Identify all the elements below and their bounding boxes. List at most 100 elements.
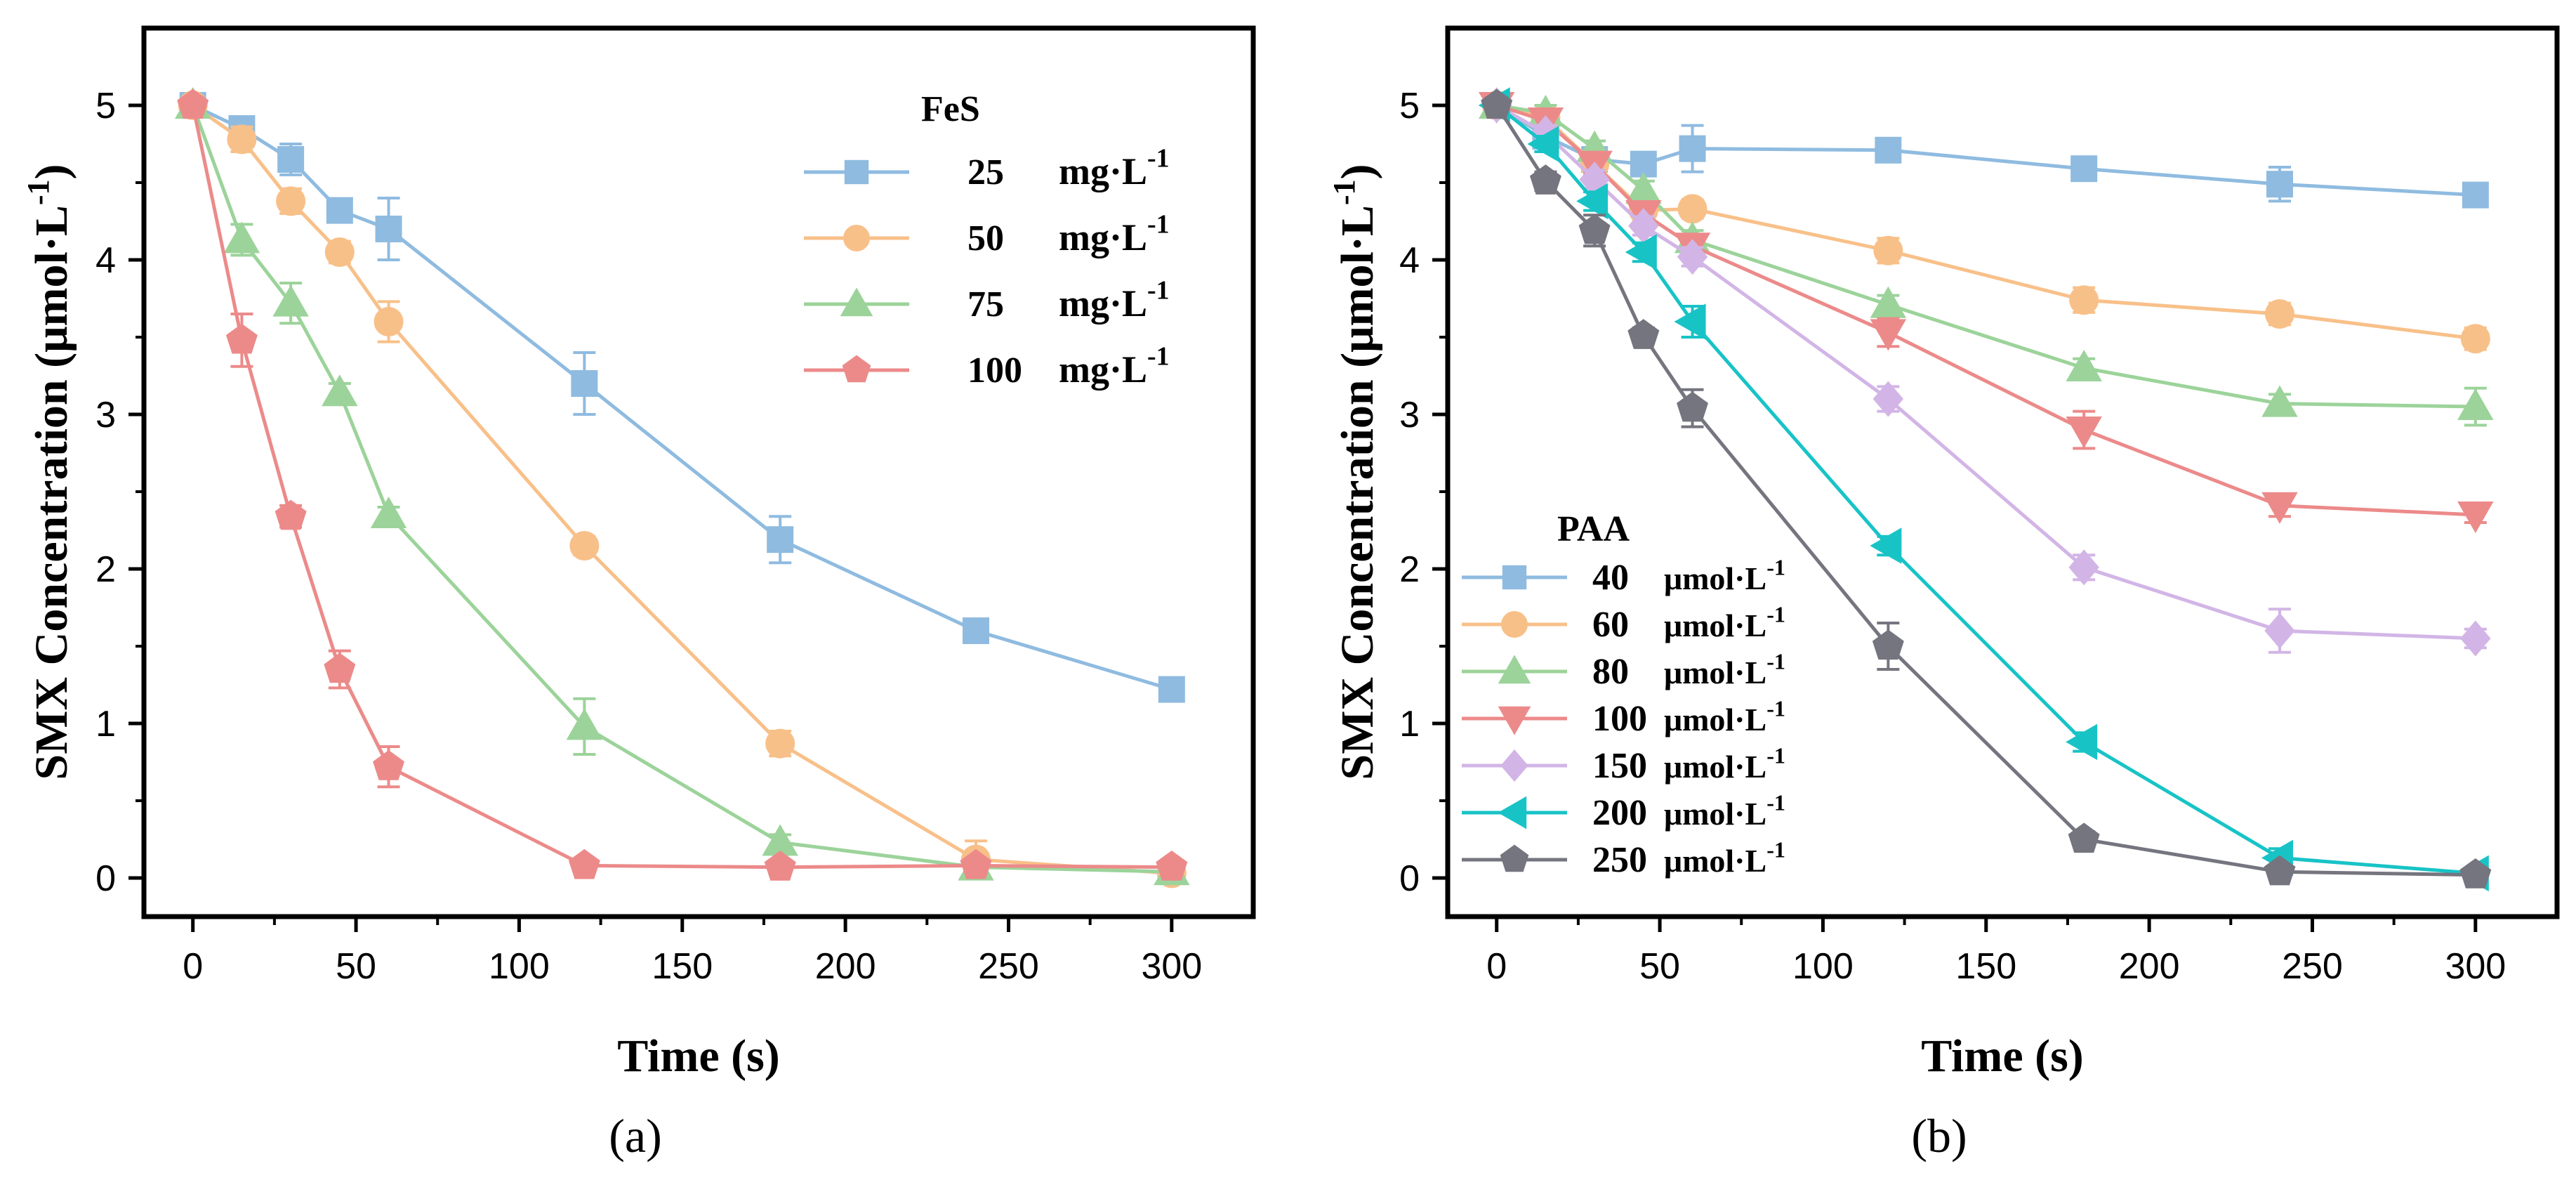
panel-b-data-point <box>2066 417 2102 449</box>
panel-a-legend-marker <box>842 355 871 383</box>
panel-b-legend-unit: μmol·L-1 <box>1664 742 1785 785</box>
panel-a-x-tick-label: 150 <box>652 946 713 987</box>
panel-a-data-point <box>375 216 402 242</box>
panel-a-legend-unit: mg·L-1 <box>1059 144 1170 192</box>
panel-b-data-point <box>1679 135 1706 162</box>
panel-a-legend-item: 50 mg·L-1 <box>804 210 1170 258</box>
panel-a-legend-item: 75 mg·L-1 <box>804 276 1170 324</box>
panel-a-data-point <box>272 284 309 317</box>
panel-b-caption: (b) <box>1911 1109 1967 1162</box>
panel-b-data-point <box>1677 391 1709 422</box>
panel-b-series-6 <box>1481 88 2492 889</box>
panel-b-legend-marker <box>1498 706 1531 735</box>
panel-b-data-point <box>2266 171 2293 198</box>
panel-b-legend-item: 80 μmol·L-1 <box>1462 648 1785 692</box>
panel-a-data-point <box>322 374 358 407</box>
panel-a-data-point <box>324 237 355 267</box>
panel-a-x-tick-label: 250 <box>978 946 1039 987</box>
panel-b-data-point <box>1674 303 1706 340</box>
panel-b-axes: 0 50 100 150 200 250 300 0 1 2 3 4 5 <box>1399 86 2506 987</box>
panel-b-data-point <box>2068 822 2100 853</box>
panel-a-data-point <box>566 708 603 740</box>
panel-b-data-point <box>2460 324 2490 354</box>
panel-a-legend-unit: mg·L-1 <box>1059 276 1170 324</box>
panel-b-data-point <box>1625 234 1657 270</box>
panel-b-y-tick-label: 0 <box>1399 858 1420 899</box>
panel-a-data-point <box>569 531 600 560</box>
panel-b-data-point <box>1576 183 1609 220</box>
panel-a-x-tick-label: 300 <box>1141 946 1202 987</box>
panel-a-data-point <box>277 146 305 173</box>
panel-b-data-point <box>2066 349 2102 381</box>
panel-b-legend-marker <box>1501 611 1528 638</box>
panel-a-legend-value: 75 <box>967 284 1004 324</box>
panel-b-data-point <box>1578 214 1611 244</box>
panel-b-legend-marker <box>1500 844 1529 872</box>
panel-b-data-point <box>1873 235 1903 266</box>
panel-b-data-point <box>2066 723 2098 761</box>
panel-a-data-point <box>960 848 992 879</box>
panel-a-data-point <box>764 850 796 881</box>
panel-a-y-tick-label: 3 <box>95 395 116 435</box>
panel-a-data-point <box>571 370 598 397</box>
panel-a-y-tick-label: 4 <box>95 240 116 281</box>
panel-a-legend-unit: mg·L-1 <box>1059 342 1170 391</box>
panel-b-x-axis-label: Time (s) <box>1921 1030 2084 1082</box>
panel-a-y-tick-label: 1 <box>95 704 116 745</box>
panel-a-legend-marker <box>844 159 869 185</box>
panel-b-legend-marker <box>1498 655 1531 684</box>
panel-b-y-tick-label: 3 <box>1399 395 1420 435</box>
panel-a-legend-unit: mg·L-1 <box>1059 210 1170 258</box>
panel-a-y-tick-label: 2 <box>95 549 116 590</box>
panel-a-data-point <box>370 496 407 528</box>
panel-b-legend-item: 150 μmol·L-1 <box>1462 742 1785 786</box>
panel-b-y-tick-label: 2 <box>1399 549 1420 590</box>
panel-a-x-tick-label: 100 <box>489 946 550 987</box>
panel-b-data-point <box>2264 855 2296 886</box>
panel-a-legend-value: 50 <box>967 218 1004 258</box>
panel-a-series-0 <box>179 92 1185 703</box>
panel-b-data-point <box>2261 492 2298 524</box>
panel-a-legend-item: 25 mg·L-1 <box>804 144 1170 192</box>
panel-b-data-point <box>2462 181 2489 209</box>
panel-b-data-point <box>1527 126 1559 162</box>
panel-b-data-point <box>1529 164 1561 195</box>
panel-b-legend-marker <box>1500 749 1528 782</box>
panel-a-legend-value: 25 <box>967 152 1004 192</box>
panel-b-plot-frame <box>1445 25 2560 919</box>
panel-b-data-point <box>1481 88 1513 119</box>
panel-a-legend: FeS 25 mg·L-1 50 mg·L-1 75 mg·L-1 100 mg·L-1 <box>804 89 1170 391</box>
panel-b-legend-value: 60 <box>1592 605 1629 645</box>
panel-b-legend-unit: μmol·L-1 <box>1664 695 1785 738</box>
panel-b-data-point <box>1677 194 1708 224</box>
panel-a-data-point <box>1158 676 1185 703</box>
panel-b-data-point <box>1870 527 1902 564</box>
panel-b-y-tick-label: 4 <box>1399 240 1420 281</box>
panel-b-legend-item: 200 μmol·L-1 <box>1462 789 1785 833</box>
panel-a-data-point <box>225 323 258 354</box>
panel-b-legend: PAA 40 μmol·L-1 60 μmol·L-1 80 μmol·L-1 100 μmo… <box>1462 509 1785 880</box>
panel-b-legend-title: PAA <box>1557 509 1630 549</box>
panel-b-data-point <box>2068 549 2099 586</box>
panel-b-data-point <box>2070 155 2098 183</box>
panel-a-legend-item: 100 mg·L-1 <box>804 342 1170 391</box>
panel-a-series <box>174 86 1190 889</box>
panel-a-data-point <box>223 221 260 254</box>
panel-a-data-point <box>177 88 209 119</box>
panel-b-x-tick-label: 300 <box>2445 946 2506 987</box>
panel-a-legend-marker <box>843 225 870 251</box>
panel-a-y-tick-label: 0 <box>95 858 116 899</box>
panel-a-legend-value: 100 <box>967 350 1022 391</box>
panel-b-data-point <box>1875 136 1902 164</box>
panel-b-data-point <box>1872 629 1904 660</box>
panel-b-legend-value: 200 <box>1592 793 1647 833</box>
panel-b-data-point <box>2261 385 2298 417</box>
panel-a-series-3 <box>177 88 1188 881</box>
panel-b-data-point <box>1677 239 1708 275</box>
panel-b-legend-marker <box>1498 796 1527 830</box>
panel-a-data-point <box>373 749 405 780</box>
panel-a-data-point <box>1156 850 1188 881</box>
panel-b-legend-unit: μmol·L-1 <box>1664 554 1785 596</box>
panel-a-y-axis-label: SMX Concentration (μmol·L-1) <box>21 164 77 780</box>
